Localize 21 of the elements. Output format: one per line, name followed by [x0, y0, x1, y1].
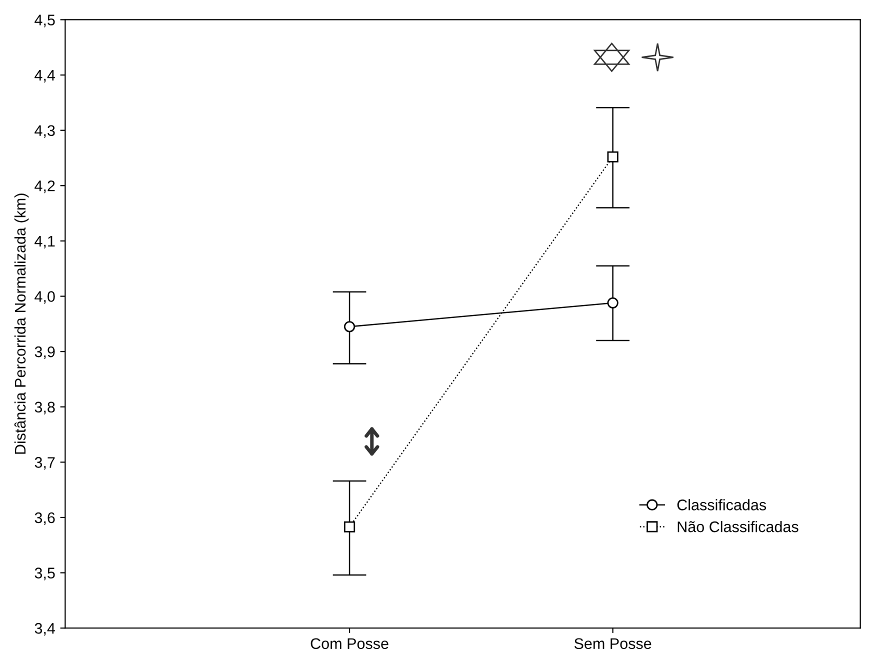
x-tick-label: Com Posse — [310, 638, 388, 650]
x-tick-label: Sem Posse — [574, 638, 652, 650]
point — [344, 521, 356, 532]
y-tick-label: 4,1 — [34, 236, 55, 248]
point — [607, 297, 618, 308]
point — [344, 321, 356, 332]
y-tick-label: 4,4 — [34, 70, 56, 83]
y-tick-label: 4,0 — [34, 291, 55, 304]
legend-label: Classificadas — [677, 499, 766, 510]
y-tick-label: 3,5 — [34, 568, 55, 580]
y-tick-label: 4,3 — [34, 125, 55, 138]
y-tick-label: 4,2 — [34, 180, 55, 194]
y-tick-label: 3,6 — [34, 512, 55, 525]
y-tick-label: 3,7 — [34, 457, 55, 470]
y-tick-label: 4,5 — [34, 14, 55, 28]
y-axis-title: Distância Percorrida Normalizada (km) — [14, 194, 29, 454]
y-tick-label: 3,8 — [34, 402, 55, 414]
point — [607, 151, 618, 162]
legend-label: Não Classificadas — [678, 521, 798, 532]
y-tick-label: 3,4 — [34, 622, 56, 636]
y-tick-label: 3,9 — [34, 346, 55, 360]
